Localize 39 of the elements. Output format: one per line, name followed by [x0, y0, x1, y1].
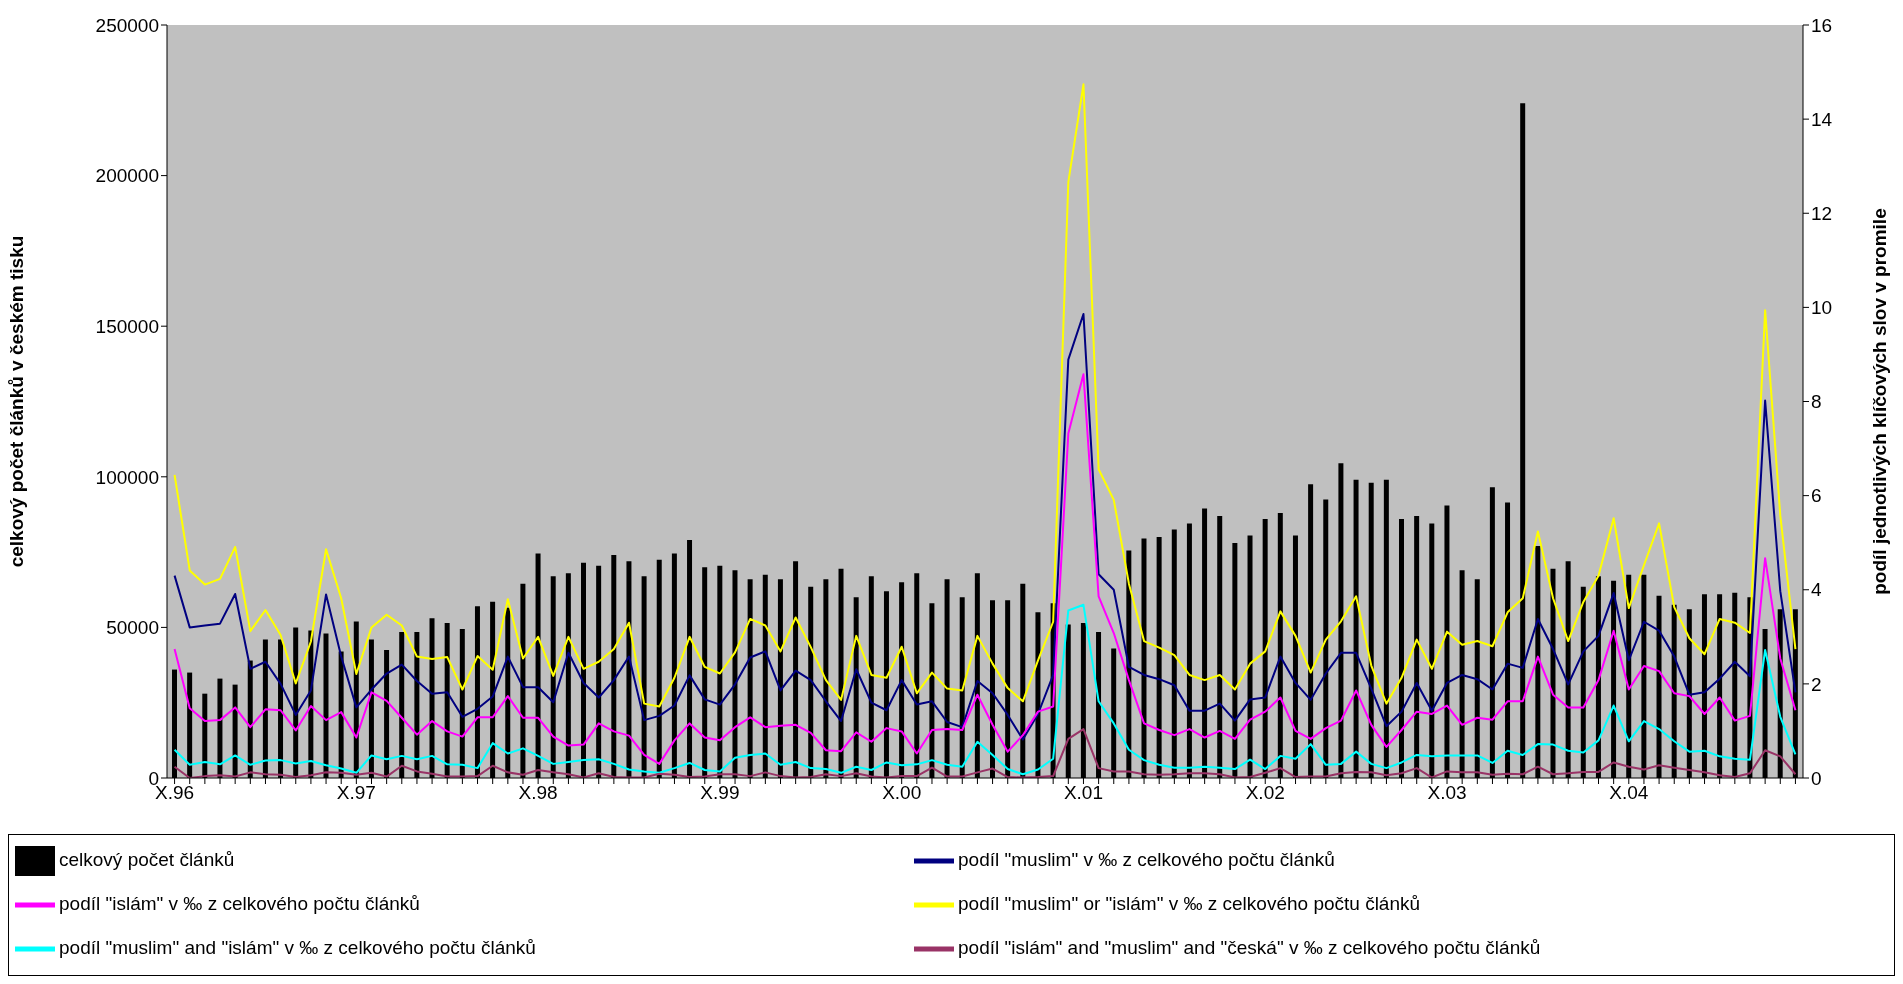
legend-label: podíl "islám" and "muslim" and "česká" v ‰ z celkového počtu článků — [958, 937, 1541, 959]
y2-tick-label: 6 — [1811, 485, 1822, 507]
y2-tick-label: 12 — [1811, 202, 1833, 224]
x-tick-label: X.98 — [518, 782, 558, 804]
bar — [747, 579, 753, 778]
y2-tick-label: 2 — [1811, 673, 1822, 695]
legend-label: podíl "muslim" v ‰ z celkového počtu článků — [958, 849, 1335, 871]
line-series — [173, 83, 1797, 708]
line-series — [173, 373, 1797, 765]
x-tick-label: X.01 — [1063, 782, 1104, 804]
y2-tick-label: 10 — [1811, 297, 1833, 319]
line-series — [173, 728, 1797, 778]
y-tick-label: 250000 — [95, 14, 159, 36]
x-tick-label: X.97 — [336, 782, 376, 804]
legend-label: podíl "islám" v ‰ z celkového počtu článků — [59, 893, 420, 915]
y-axis-title: celkový počet článků v českém tisku — [5, 235, 27, 568]
y2-tick-label: 8 — [1811, 391, 1822, 413]
legend-label: podíl "muslim" or "islám" v ‰ z celkového počtu článků — [958, 893, 1421, 915]
y-tick-label: 200000 — [95, 165, 159, 187]
line-series — [173, 603, 1797, 776]
legend-label: celkový počet článků — [59, 849, 235, 871]
y2-tick-label: 0 — [1811, 767, 1822, 789]
x-tick-label: X.03 — [1427, 782, 1467, 804]
y2-tick-label: 16 — [1811, 14, 1833, 36]
y-tick-label: 100000 — [95, 466, 159, 488]
y2-tick-label: 14 — [1811, 108, 1833, 130]
bar — [202, 693, 208, 778]
x-tick-label: X.02 — [1245, 782, 1285, 804]
x-tick-label: X.00 — [882, 782, 922, 804]
bar — [838, 568, 844, 778]
x-tick-label: X.04 — [1609, 782, 1649, 804]
y-tick-label: 50000 — [106, 617, 159, 639]
legend-label: podíl "muslim" and "islám" v ‰ z celkového počtu článků — [59, 937, 536, 959]
y2-tick-label: 4 — [1811, 579, 1822, 601]
x-tick-label: X.99 — [700, 782, 740, 804]
line-series — [173, 312, 1797, 741]
bar — [777, 579, 783, 778]
y-tick-label: 150000 — [95, 315, 159, 337]
y2-axis-title: podíl jednotlivých klíčových slov v promile — [1868, 208, 1890, 595]
